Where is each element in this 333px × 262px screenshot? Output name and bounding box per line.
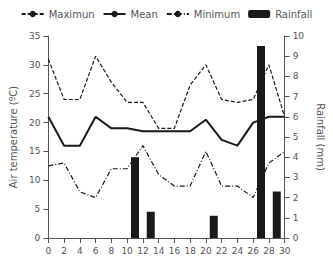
- svg-text:3: 3: [293, 172, 299, 182]
- svg-text:Minimum: Minimum: [194, 9, 240, 20]
- svg-text:Air temperature (ºC): Air temperature (ºC): [8, 86, 19, 189]
- svg-text:30: 30: [279, 246, 291, 256]
- svg-text:6: 6: [293, 112, 299, 122]
- svg-text:16: 16: [169, 246, 181, 256]
- svg-text:25: 25: [29, 89, 40, 99]
- svg-text:24: 24: [232, 246, 244, 256]
- svg-text:10: 10: [29, 175, 41, 185]
- svg-text:1: 1: [293, 213, 299, 223]
- svg-text:22: 22: [216, 246, 227, 256]
- svg-text:12: 12: [137, 246, 148, 256]
- svg-text:9: 9: [293, 51, 299, 61]
- svg-text:2: 2: [61, 246, 67, 256]
- svg-text:Rainfall: Rainfall: [275, 9, 312, 20]
- svg-text:4: 4: [77, 246, 83, 256]
- svg-text:5: 5: [293, 132, 299, 142]
- svg-text:8: 8: [293, 71, 299, 81]
- svg-text:28: 28: [263, 246, 275, 256]
- svg-text:18: 18: [184, 246, 196, 256]
- svg-text:0: 0: [45, 246, 51, 256]
- svg-text:Mean: Mean: [131, 9, 158, 20]
- svg-text:10: 10: [121, 246, 133, 256]
- svg-text:10: 10: [293, 31, 305, 41]
- svg-text:0: 0: [35, 233, 41, 243]
- svg-text:6: 6: [93, 246, 99, 256]
- svg-text:20: 20: [29, 118, 41, 128]
- svg-text:8: 8: [108, 246, 114, 256]
- svg-text:15: 15: [29, 146, 40, 156]
- svg-text:26: 26: [247, 246, 259, 256]
- svg-text:30: 30: [29, 60, 41, 70]
- svg-text:20: 20: [200, 246, 212, 256]
- svg-text:0: 0: [293, 233, 299, 243]
- svg-text:14: 14: [153, 246, 165, 256]
- svg-text:5: 5: [35, 204, 41, 214]
- svg-text:35: 35: [29, 31, 40, 41]
- svg-text:Rainfall (mm): Rainfall (mm): [315, 103, 326, 171]
- svg-text:7: 7: [293, 92, 299, 102]
- svg-text:4: 4: [293, 152, 299, 162]
- svg-text:2: 2: [293, 193, 299, 203]
- svg-text:Maximun: Maximun: [49, 9, 95, 20]
